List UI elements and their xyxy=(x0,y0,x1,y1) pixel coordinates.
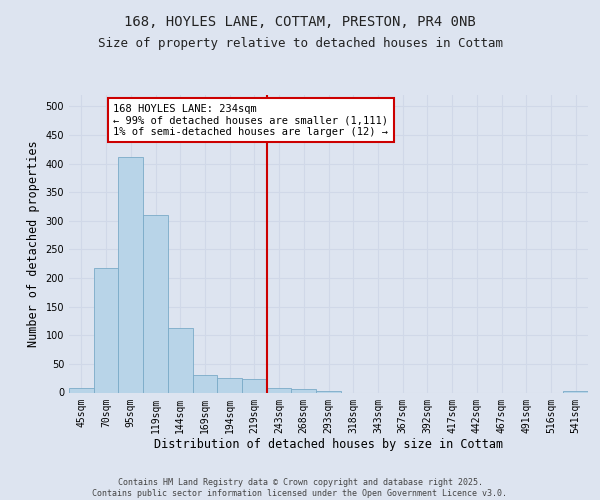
Bar xyxy=(217,378,242,392)
Text: Size of property relative to detached houses in Cottam: Size of property relative to detached ho… xyxy=(97,38,503,51)
Bar xyxy=(94,268,118,392)
Bar xyxy=(563,391,588,392)
Text: 168, HOYLES LANE, COTTAM, PRESTON, PR4 0NB: 168, HOYLES LANE, COTTAM, PRESTON, PR4 0… xyxy=(124,15,476,29)
Bar xyxy=(292,389,316,392)
X-axis label: Distribution of detached houses by size in Cottam: Distribution of detached houses by size … xyxy=(154,438,503,451)
Bar xyxy=(143,215,168,392)
Bar xyxy=(69,388,94,392)
Bar xyxy=(242,380,267,392)
Bar xyxy=(168,328,193,392)
Bar xyxy=(267,388,292,392)
Text: Contains HM Land Registry data © Crown copyright and database right 2025.
Contai: Contains HM Land Registry data © Crown c… xyxy=(92,478,508,498)
Y-axis label: Number of detached properties: Number of detached properties xyxy=(27,140,40,347)
Bar xyxy=(193,376,217,392)
Bar xyxy=(118,157,143,392)
Text: 168 HOYLES LANE: 234sqm
← 99% of detached houses are smaller (1,111)
1% of semi-: 168 HOYLES LANE: 234sqm ← 99% of detache… xyxy=(113,104,388,137)
